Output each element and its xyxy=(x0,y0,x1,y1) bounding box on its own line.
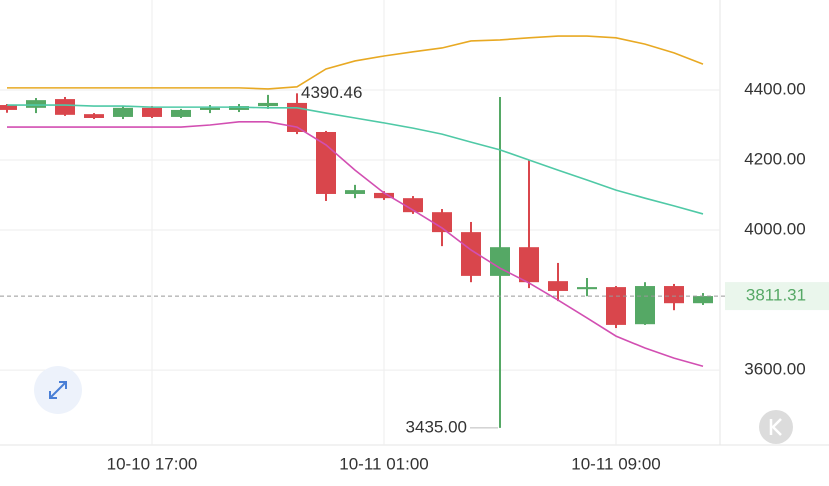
candle-body xyxy=(693,296,713,304)
low-label: 3435.00 xyxy=(406,417,467,436)
candle-body xyxy=(200,107,220,110)
candle-body xyxy=(548,281,568,291)
x-tick-label: 10-11 01:00 xyxy=(339,454,428,473)
candle-body xyxy=(316,131,336,194)
candle-body xyxy=(258,102,278,107)
candle-body xyxy=(577,287,597,290)
candle-body xyxy=(403,198,423,213)
last-price-box xyxy=(725,282,829,311)
high-label: 4390.46 xyxy=(301,83,362,102)
candle-body xyxy=(374,192,394,199)
candle-body xyxy=(142,107,162,117)
x-tick-label: 10-10 17:00 xyxy=(107,454,198,473)
candle-body xyxy=(664,286,684,304)
candle-body xyxy=(0,105,17,110)
band-line xyxy=(7,121,704,367)
candle-body xyxy=(113,107,133,117)
band-line xyxy=(7,104,704,215)
last-price-label: 3811.31 xyxy=(746,286,806,305)
band-line xyxy=(7,35,704,90)
candle-body xyxy=(606,287,626,325)
candle-body xyxy=(519,247,539,283)
candle-body xyxy=(171,109,191,117)
x-tick-label: 10-11 09:00 xyxy=(571,454,660,473)
candle-body xyxy=(287,102,307,132)
candle-body xyxy=(229,106,249,110)
candle-body xyxy=(490,247,510,276)
candle-body xyxy=(84,114,104,118)
y-tick-label: 3600.00 xyxy=(744,360,805,379)
y-tick-label: 4000.00 xyxy=(744,220,805,239)
candle-body xyxy=(635,286,655,325)
candle-body xyxy=(432,212,452,233)
candle-body xyxy=(55,99,75,115)
logo-button[interactable] xyxy=(759,410,793,444)
candle-body xyxy=(26,100,46,108)
y-tick-label: 4400.00 xyxy=(744,79,805,98)
candle-body xyxy=(345,190,365,194)
expand-button[interactable] xyxy=(34,366,82,414)
y-tick-label: 4200.00 xyxy=(744,149,805,168)
candle-body xyxy=(461,232,481,276)
